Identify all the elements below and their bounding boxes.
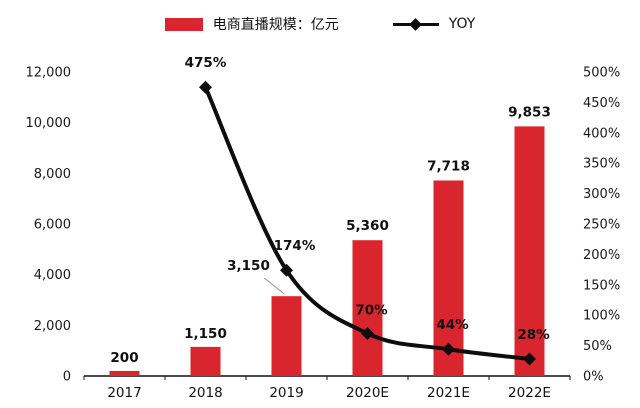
right-axis-tick-label: 150%	[583, 278, 620, 293]
right-axis-tick-label: 400%	[583, 126, 620, 141]
right-axis-tick-label: 100%	[583, 309, 620, 324]
yoy-line	[203, 85, 532, 361]
x-axis-category-label: 2021E	[427, 385, 470, 401]
yoy-marker-2020E	[361, 326, 374, 340]
yoy-marker-2018	[199, 80, 212, 94]
left-axis-tick-label: 10,000	[26, 116, 72, 131]
chart-legend: 电商直播规模：亿元 YOY	[0, 14, 640, 34]
bar-series-swatch-icon	[164, 17, 203, 31]
right-axis-tick-label: 0%	[583, 370, 604, 385]
yoy-value-label-2020E: 70%	[355, 302, 388, 318]
yoy-value-label-2021E: 44%	[436, 317, 469, 333]
bar-value-label-2019: 3,150	[227, 258, 270, 274]
left-axis-tick-label: 12,000	[26, 66, 72, 81]
bar-label-leader-line	[264, 277, 285, 295]
right-axis-tick-label: 250%	[583, 218, 620, 233]
yoy-value-label-2018: 475%	[185, 55, 227, 71]
bar-2018	[190, 346, 221, 376]
right-axis-tick-label: 350%	[583, 157, 620, 172]
left-axis-tick-label: 4,000	[34, 268, 71, 283]
x-axis-category-label: 2020E	[346, 385, 389, 401]
bar-2022E	[514, 126, 545, 377]
legend-item-yoy: YOY	[392, 16, 476, 32]
bar-value-label-2021E: 7,718	[427, 158, 470, 174]
left-axis-tick-label: 6,000	[34, 218, 71, 233]
yoy-marker-2022E	[523, 352, 536, 366]
right-axis-tick-label: 300%	[583, 187, 620, 202]
right-axis-tick-label: 200%	[583, 248, 620, 263]
x-axis-category-label: 2017	[107, 385, 141, 401]
yoy-marker-2021E	[442, 342, 455, 356]
line-diamond-swatch-icon	[392, 17, 439, 31]
x-axis-category-label: 2022E	[508, 385, 551, 401]
legend-label-bars: 电商直播规模：亿元	[212, 17, 339, 33]
yoy-value-label-2022E: 28%	[517, 327, 550, 343]
bar-value-label-2020E: 5,360	[346, 218, 389, 234]
left-axis-tick-label: 8,000	[34, 167, 71, 182]
right-axis-tick-label: 50%	[583, 339, 612, 354]
x-axis-category-label: 2018	[188, 385, 222, 401]
bar-2019	[271, 296, 302, 376]
bar-value-label-2022E: 9,853	[508, 104, 551, 120]
legend-label-yoy: YOY	[448, 16, 476, 32]
x-axis-category-label: 2019	[269, 385, 303, 401]
yoy-marker-2019	[280, 263, 293, 277]
bar-2017	[109, 370, 140, 376]
right-axis-tick-label: 450%	[583, 96, 620, 111]
left-axis-tick-label: 0	[63, 370, 71, 385]
yoy-value-label-2019: 174%	[274, 238, 316, 254]
legend-item-bars: 电商直播规模：亿元	[164, 14, 339, 34]
bar-2020E	[352, 240, 383, 376]
left-axis-tick-label: 2,000	[34, 319, 71, 334]
right-axis-tick-label: 500%	[583, 66, 620, 81]
bar-value-label-2018: 1,150	[184, 326, 227, 342]
bar-value-label-2017: 200	[110, 350, 138, 366]
